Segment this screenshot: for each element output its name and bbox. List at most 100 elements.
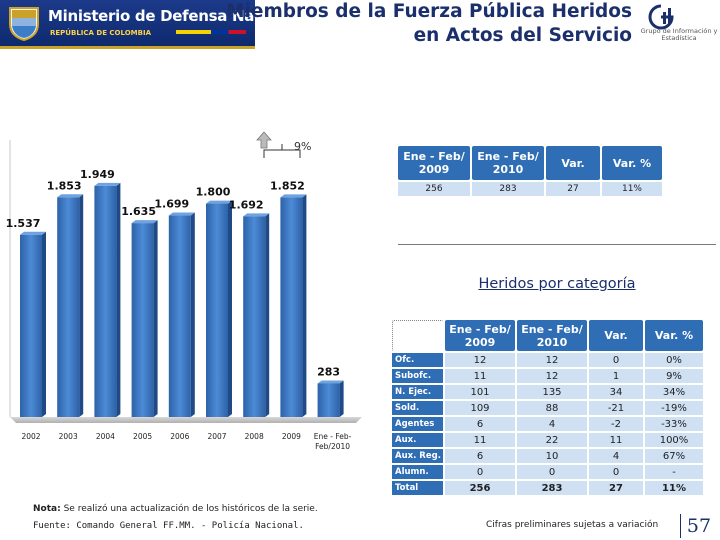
category-header-cell: Var. %: [645, 320, 703, 351]
summary-header-cell: Var. %: [602, 146, 662, 180]
source-text: Fuente: Comando General FF.MM. - Policía…: [33, 521, 304, 531]
bar-side: [79, 194, 84, 417]
category-value-cell: 283: [517, 481, 587, 495]
bar-value-label: 1.852: [270, 179, 305, 192]
chart-floor: [10, 417, 362, 423]
bar-top: [280, 194, 307, 198]
bar-value-label: 1.537: [6, 217, 41, 230]
category-value-cell: 6: [445, 449, 515, 463]
category-value-cell: 256: [445, 481, 515, 495]
x-tick-label: 2002: [21, 432, 40, 441]
title-line-2: en Actos del Servicio: [413, 25, 632, 46]
summary-cell: 283: [472, 182, 544, 196]
category-value-cell: 34: [589, 385, 643, 399]
bar-side: [190, 212, 195, 417]
summary-table: Ene - Feb/ 2009 Ene - Feb/ 2010 Var. Var…: [396, 144, 664, 198]
bar-group: 1.853 2003: [47, 179, 84, 441]
bar: [206, 203, 228, 417]
bar-side: [339, 380, 344, 417]
category-name-cell: Aux.: [392, 433, 443, 447]
bar-group: 1.537 2002: [6, 217, 46, 441]
category-name-cell: Subofc.: [392, 369, 443, 383]
footnote-text: Se realizó una actualización de los hist…: [63, 504, 318, 514]
bar-top: [206, 200, 232, 204]
category-table: Ene - Feb/ 2009 Ene - Feb/ 2010 Var. Var…: [390, 318, 705, 497]
gie-logo-icon: [648, 4, 674, 30]
bar-top: [131, 220, 158, 224]
category-subtitle: Heridos por categoría: [478, 276, 636, 292]
category-row: Aux. 11 22 11 100%: [392, 433, 703, 447]
category-header-cell: Ene - Feb/ 2010: [517, 320, 587, 351]
category-value-cell: 101: [445, 385, 515, 399]
category-value-cell: 67%: [645, 449, 703, 463]
x-tick-label: 2007: [207, 432, 226, 441]
category-name-cell: N. Ejec.: [392, 385, 443, 399]
x-tick-label: 2003: [59, 432, 78, 441]
category-row: Agentes 6 4 -2 -33%: [392, 417, 703, 431]
category-header-row: Ene - Feb/ 2009 Ene - Feb/ 2010 Var. Var…: [392, 320, 703, 351]
unit-name: Grupo de Información y Estadística: [640, 27, 718, 42]
x-tick-label: 2006: [170, 432, 189, 441]
bar-top: [57, 194, 84, 198]
bar-value-label: 1.635: [121, 205, 156, 218]
divider-line: [398, 244, 716, 245]
category-value-cell: -2: [589, 417, 643, 431]
bar-value-label: 1.699: [154, 198, 189, 211]
category-name-cell: Agentes: [392, 417, 443, 431]
bar: [20, 234, 42, 417]
summary-header-cell: Ene - Feb/ 2010: [472, 146, 544, 180]
category-name-cell: Aux. Reg.: [392, 449, 443, 463]
category-value-cell: -33%: [645, 417, 703, 431]
category-value-cell: 11%: [645, 481, 703, 495]
bar-group: 1.692 2008: [229, 198, 270, 441]
summary-header-cell: Var.: [546, 146, 600, 180]
bar-side: [265, 213, 270, 417]
category-value-cell: 0: [589, 465, 643, 479]
x-tick-label: 2005: [133, 432, 152, 441]
ministry-logo: Ministerio de Defensa Nacional REPÚBLICA…: [0, 0, 303, 49]
category-row: N. Ejec. 101 135 34 34%: [392, 385, 703, 399]
category-value-cell: 11: [445, 369, 515, 383]
category-header-corner: [392, 320, 443, 351]
category-name-cell: Ofc.: [392, 353, 443, 367]
summary-data-row: 256 283 27 11%: [398, 182, 662, 196]
bar-side: [42, 231, 46, 417]
bar: [280, 197, 303, 417]
category-value-cell: 34%: [645, 385, 703, 399]
summary-cell: 256: [398, 182, 470, 196]
category-value-cell: 4: [589, 449, 643, 463]
up-arrow-icon: [256, 131, 272, 149]
category-name-cell: Alumn.: [392, 465, 443, 479]
x-tick-label: 2009: [282, 432, 301, 441]
variation-annotation: 9%: [256, 131, 311, 158]
bar: [57, 197, 80, 417]
bar-side: [228, 200, 232, 417]
annotation-label: 9%: [294, 140, 311, 153]
category-value-cell: 12: [445, 353, 515, 367]
x-tick-label: 2004: [96, 432, 115, 441]
bar-top: [243, 213, 270, 217]
bar-group: 283 Ene - Feb-Feb/2010: [314, 365, 352, 451]
bar: [168, 215, 191, 417]
category-value-cell: 11: [589, 433, 643, 447]
bar-value-label: 1.949: [80, 168, 115, 181]
footnote-label: Nota:: [33, 504, 61, 514]
bar-value-label: 283: [317, 365, 340, 378]
ministry-name: Ministerio de Defensa Nacional: [48, 7, 303, 25]
category-row: Alumn. 0 0 0-: [392, 465, 703, 479]
category-name-cell: Total: [392, 481, 443, 495]
preliminary-notice: Cifras preliminares sujetas a variación: [486, 520, 659, 530]
bar: [94, 185, 117, 417]
bar-side: [116, 182, 121, 417]
flag-stripe: [176, 30, 246, 34]
category-value-cell: 88: [517, 401, 587, 415]
category-total-row: Total 256 283 27 11%: [392, 481, 703, 495]
category-row: Sold. 109 88 -21 -19%: [392, 401, 703, 415]
x-tick-label: Ene - Feb-Feb/2010: [314, 432, 352, 451]
summary-cell: 11%: [602, 182, 662, 196]
category-row: Ofc. 12 12 0 0%: [392, 353, 703, 367]
summary-header-cell: Ene - Feb/ 2009: [398, 146, 470, 180]
bar-group: 1.852 2009: [270, 179, 307, 441]
category-value-cell: 4: [517, 417, 587, 431]
